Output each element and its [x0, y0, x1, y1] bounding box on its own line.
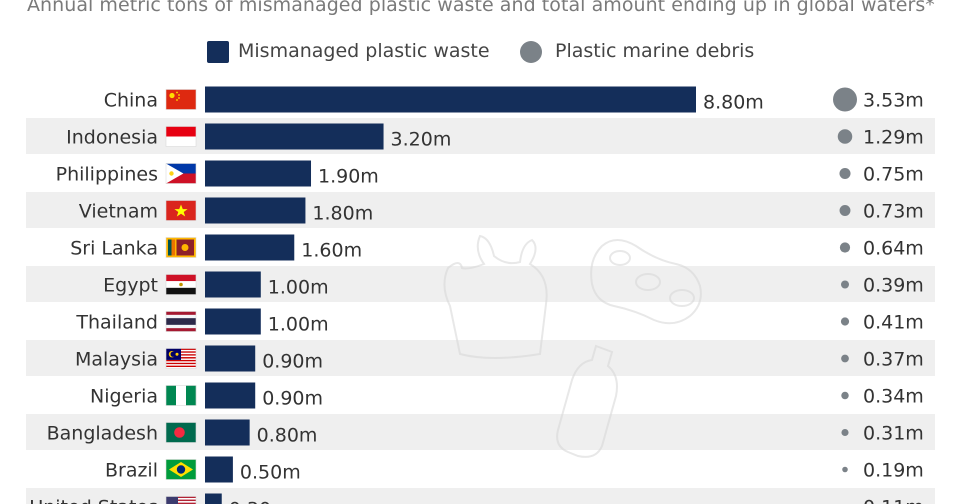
six-pack-ring-icon — [590, 239, 702, 325]
waste-bar — [205, 197, 306, 224]
six-pack-hole — [635, 273, 661, 291]
category-label: China — [104, 90, 158, 112]
plastic-illustration — [443, 234, 702, 458]
plastic-bottle-icon — [556, 344, 618, 458]
debris-dot — [841, 354, 849, 363]
plastic-bag-icon — [443, 234, 548, 359]
row-stripe — [26, 266, 935, 302]
category-label: Malaysia — [75, 349, 158, 371]
category-label: Indonesia — [66, 127, 158, 149]
debris-dot — [833, 87, 857, 112]
row-stripe — [26, 118, 935, 154]
debris-value-label: 0.37m — [863, 349, 924, 371]
waste-bar — [205, 493, 222, 504]
category-label: Egypt — [103, 275, 158, 297]
waste-bar — [205, 382, 256, 409]
chart-subtitle: Annual metric tons of mismanaged plastic… — [27, 0, 935, 16]
category-label: Bangladesh — [47, 423, 158, 445]
debris-dot — [842, 466, 848, 473]
debris-dot — [839, 205, 851, 216]
row-stripe — [26, 192, 935, 228]
waste-value-label: 0.50m — [240, 462, 301, 484]
debris-value-label: 0.41m — [863, 312, 924, 334]
waste-value-label: 1.00m — [268, 314, 329, 336]
debris-dot — [840, 317, 850, 326]
bangladesh-flag — [165, 422, 197, 443]
malaysia-flag — [165, 348, 197, 369]
waste-value-label: 0.90m — [262, 388, 323, 410]
waste-bar — [205, 345, 256, 372]
thailand-flag — [165, 311, 197, 332]
row-stripes — [26, 118, 935, 504]
legend-dot-swatch — [520, 41, 542, 63]
debris-dot — [839, 242, 851, 253]
indonesia-flag — [165, 126, 197, 147]
waste-value-label: 3.20m — [391, 129, 452, 151]
row-stripe — [26, 414, 935, 450]
category-label: United States — [29, 497, 158, 504]
debris-dot — [841, 280, 849, 289]
bar-value-labels: 8.80m 3.20m 1.90m 1.80m 1.60m 1.00m 1.00m 0.90m… — [229, 92, 764, 504]
legend-bar-label: Mismanaged plastic waste — [238, 40, 490, 62]
waste-value-label: 0.80m — [257, 425, 318, 447]
debris-value-label: 0.39m — [863, 275, 924, 297]
category-label: Vietnam — [79, 201, 158, 223]
debris-value-labels: 3.53m 1.29m 0.75m 0.73m 0.64m 0.39m 0.41m 0.37m… — [863, 90, 924, 504]
brazil-flag — [165, 459, 197, 480]
category-label: Brazil — [105, 460, 158, 482]
vietnam-flag — [165, 200, 197, 221]
waste-bar — [205, 456, 233, 483]
debris-value-label: 0.11m — [863, 497, 924, 504]
country-flags — [165, 89, 197, 504]
waste-bar — [205, 271, 261, 298]
waste-bar — [205, 160, 312, 187]
debris-value-label: 0.19m — [863, 460, 924, 482]
six-pack-hole — [609, 250, 631, 266]
debris-dot — [841, 428, 849, 437]
nigeria-flag — [165, 385, 197, 406]
debris-value-label: 0.31m — [863, 423, 924, 445]
legend-bar-swatch — [207, 41, 229, 63]
category-label: Philippines — [56, 164, 158, 186]
bars — [205, 86, 696, 504]
category-label: Nigeria — [90, 386, 158, 408]
waste-value-label: 1.80m — [312, 203, 373, 225]
waste-value-label: 0.30m — [229, 499, 290, 504]
legend-dot-label: Plastic marine debris — [555, 40, 755, 62]
waste-value-label: 1.90m — [318, 166, 379, 188]
waste-bar — [205, 308, 261, 335]
waste-bar — [205, 419, 250, 446]
waste-bar — [205, 234, 295, 261]
debris-value-label: 0.34m — [863, 386, 924, 408]
category-labels: China Indonesia Philippines Vietnam Sri Lank… — [29, 90, 158, 504]
debris-value-label: 0.75m — [863, 164, 924, 186]
waste-bar — [205, 86, 696, 113]
debris-value-label: 1.29m — [863, 127, 924, 149]
egypt-flag — [165, 274, 197, 295]
category-label: Sri Lanka — [70, 238, 158, 260]
philippines-flag — [165, 163, 197, 184]
sri-lanka-flag — [165, 237, 197, 258]
debris-dot — [837, 129, 853, 144]
waste-value-label: 8.80m — [703, 92, 764, 114]
waste-bar — [205, 123, 384, 150]
debris-dots — [833, 87, 857, 473]
debris-dot — [841, 391, 849, 400]
waste-value-label: 1.00m — [268, 277, 329, 299]
debris-value-label: 3.53m — [863, 90, 924, 112]
waste-value-label: 1.60m — [301, 240, 362, 262]
debris-value-label: 0.73m — [863, 201, 924, 223]
category-label: Thailand — [75, 312, 158, 334]
waste-value-label: 0.90m — [262, 351, 323, 373]
debris-dot — [839, 167, 851, 180]
debris-value-label: 0.64m — [863, 238, 924, 260]
united-states-flag — [165, 496, 197, 504]
china-flag — [165, 89, 197, 110]
row-stripe — [26, 488, 935, 504]
six-pack-hole — [669, 289, 695, 307]
